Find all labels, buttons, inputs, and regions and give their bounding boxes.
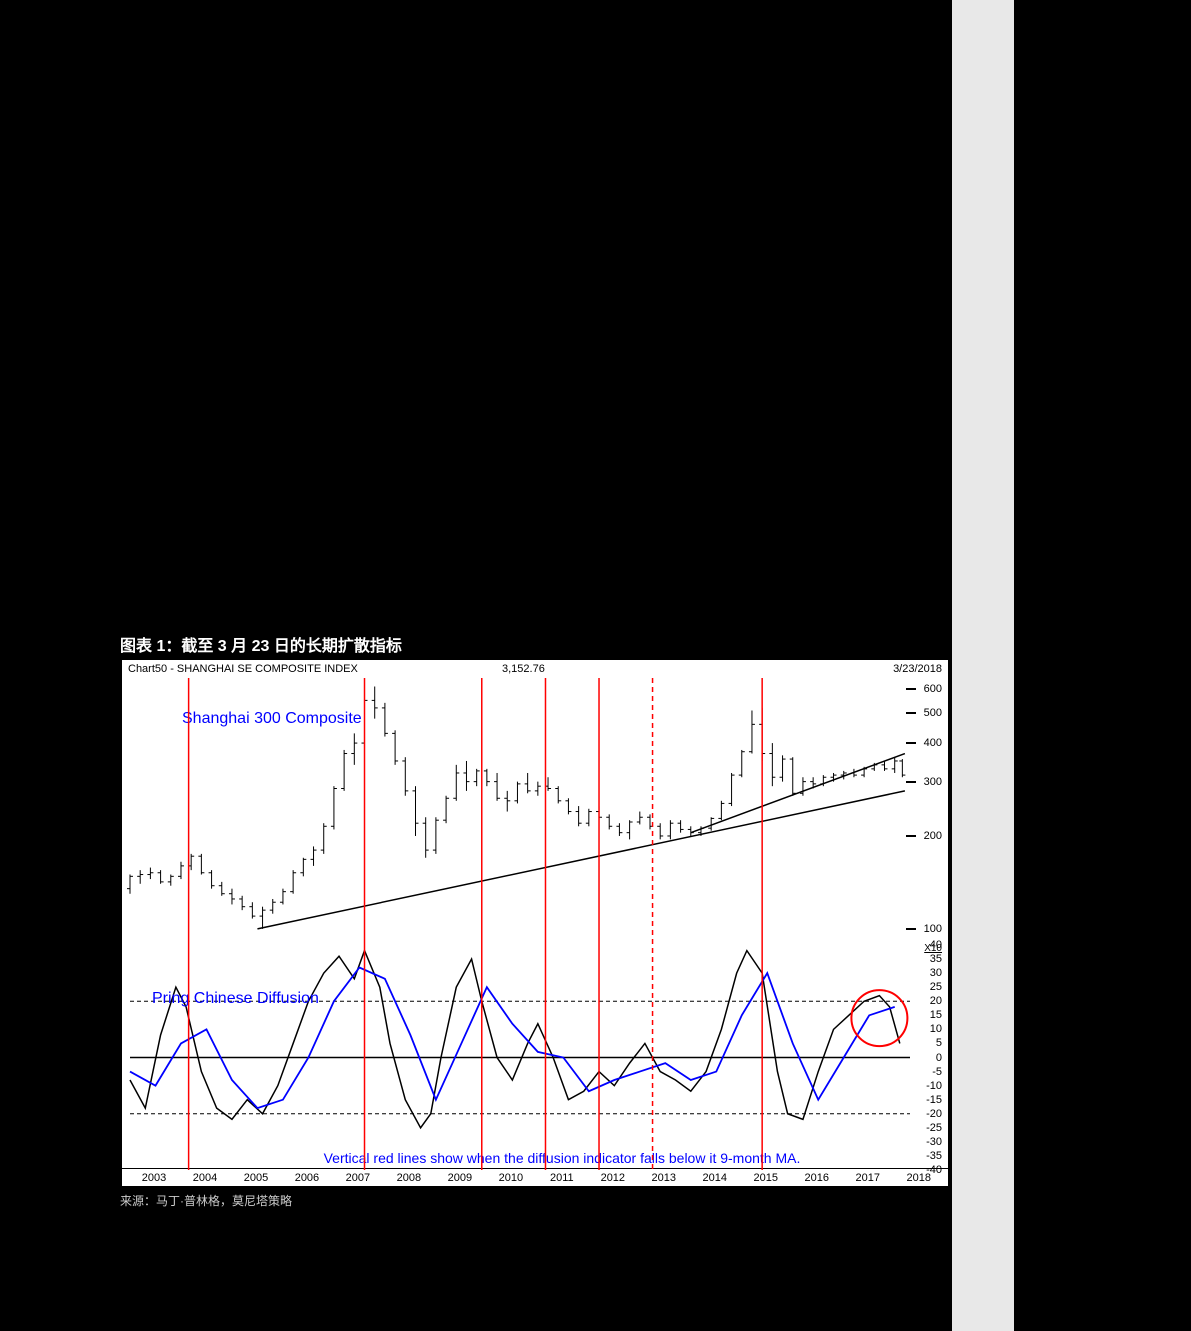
lower-panel: X10 Pring Chinese Diffusion Vertical red…	[122, 945, 948, 1170]
upper-ytick-dash	[906, 835, 916, 837]
xtick: 2011	[550, 1172, 574, 1184]
lower-ytick: -25	[926, 1122, 942, 1134]
lower-ytick: -5	[932, 1066, 942, 1078]
lower-ytick: 40	[930, 939, 942, 951]
xtick: 2018	[906, 1172, 930, 1184]
xaxis: 2003 2004 2005 2006 2007 2008 2009 2010 2011 2012…	[122, 1168, 948, 1186]
chart-source: 来源：马丁·普林格，莫尼塔策略	[120, 1192, 292, 1209]
xtick: 2013	[652, 1172, 676, 1184]
xtick: 2003	[142, 1172, 166, 1184]
xtick: 2012	[601, 1172, 625, 1184]
lower-ytick: -20	[926, 1108, 942, 1120]
upper-ytick-dash	[906, 928, 916, 930]
lower-ytick: 10	[930, 1023, 942, 1035]
lower-ytick: 30	[930, 967, 942, 979]
lower-ytick: 0	[936, 1052, 942, 1064]
upper-ytick-dash	[906, 781, 916, 783]
lower-series-label: Pring Chinese Diffusion	[152, 990, 319, 1008]
upper-series-label: Shanghai 300 Composite	[182, 710, 362, 728]
sidebar	[952, 0, 1014, 1331]
xtick: 2009	[448, 1172, 472, 1184]
lower-ytick: 25	[930, 981, 942, 993]
upper-ytick: 600	[924, 683, 942, 695]
chart-header-right: 3/23/2018	[893, 663, 942, 675]
xtick: 2010	[499, 1172, 523, 1184]
lower-ytick: -10	[926, 1080, 942, 1092]
upper-ytick: 200	[924, 830, 942, 842]
chart-box: Chart50 - SHANGHAI SE COMPOSITE INDEX 3,…	[120, 658, 950, 1188]
xtick: 2014	[703, 1172, 727, 1184]
xtick: 2008	[397, 1172, 421, 1184]
lower-ytick: 15	[930, 1009, 942, 1021]
xtick: 2015	[754, 1172, 778, 1184]
upper-ytick: 400	[924, 737, 942, 749]
upper-ytick-dash	[906, 712, 916, 714]
chart-header-mid: 3,152.76	[502, 663, 545, 675]
lower-note: Vertical red lines show when the diffusi…	[222, 1150, 902, 1166]
lower-ytick: -35	[926, 1150, 942, 1162]
upper-ytick: 100	[924, 923, 942, 935]
xtick: 2006	[295, 1172, 319, 1184]
upper-panel: Shanghai 300 Composite 100 200 300 400 500 60…	[122, 678, 948, 943]
lower-ytick: 20	[930, 995, 942, 1007]
lower-ytick: -15	[926, 1094, 942, 1106]
chart-title: 图表 1：截至 3 月 23 日的长期扩散指标	[120, 632, 402, 656]
upper-ytick: 300	[924, 776, 942, 788]
xtick: 2017	[855, 1172, 879, 1184]
xtick: 2007	[346, 1172, 370, 1184]
upper-ytick-dash	[906, 742, 916, 744]
lower-chart-svg	[122, 945, 948, 1170]
chart-header-left: Chart50 - SHANGHAI SE COMPOSITE INDEX	[128, 663, 358, 675]
lower-ytick: 5	[936, 1037, 942, 1049]
lower-ytick: 35	[930, 953, 942, 965]
lower-ytick: -30	[926, 1136, 942, 1148]
xtick: 2016	[804, 1172, 828, 1184]
xtick: 2004	[193, 1172, 217, 1184]
upper-ytick-dash	[906, 688, 916, 690]
upper-ytick: 500	[924, 707, 942, 719]
xtick: 2005	[244, 1172, 268, 1184]
